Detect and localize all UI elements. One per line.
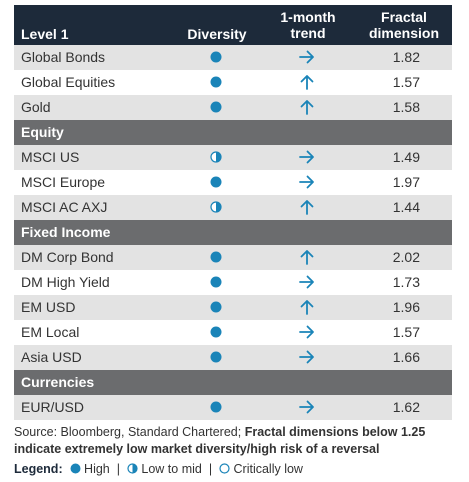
asset-label: DM High Yield xyxy=(21,274,110,290)
legend-title: Legend: xyxy=(14,462,63,476)
critically-low-diversity-icon xyxy=(219,463,230,474)
legend-separator: | xyxy=(208,462,213,476)
header-trend-line1: 1-month xyxy=(280,9,336,25)
legend-low-to-mid: Low to mid xyxy=(141,462,202,476)
fractal-value: 1.44 xyxy=(392,199,420,215)
table-row: MSCI US 1.49 xyxy=(14,145,452,170)
header-trend: 1-month trend xyxy=(272,9,344,41)
header-diversity: Diversity xyxy=(184,26,250,42)
source-plain: Source: Bloomberg, Standard Chartered; xyxy=(14,425,245,439)
high-diversity-icon xyxy=(210,276,222,288)
legend-critically-low: Critically low xyxy=(233,462,303,476)
source-bold: Fractal dimensions below 1.25 indicate e… xyxy=(14,425,426,456)
table-row: EM USD 1.96 xyxy=(14,295,452,320)
legend: Legend: High | Low to mid | Critically l… xyxy=(14,462,303,476)
fractal-value: 1.57 xyxy=(392,324,420,340)
high-diversity-icon xyxy=(210,251,222,263)
arrow-up-icon xyxy=(300,75,314,90)
low-to-mid-diversity-icon xyxy=(127,463,138,474)
arrow-up-icon xyxy=(300,200,314,215)
legend-high: High xyxy=(84,462,110,476)
asset-label: EM Local xyxy=(21,324,80,340)
header-fractal-line1: Fractal xyxy=(381,9,427,25)
asset-label: Global Bonds xyxy=(21,49,106,65)
table-row: EUR/USD 1.62 xyxy=(14,395,452,420)
fractal-value: 1.57 xyxy=(392,74,420,90)
asset-label: DM Corp Bond xyxy=(21,249,114,265)
section-label: Equity xyxy=(21,124,64,140)
section-label: Currencies xyxy=(21,374,95,390)
high-diversity-icon xyxy=(210,326,222,338)
arrow-right-icon xyxy=(299,350,314,364)
table-row: Global Bonds 1.82 xyxy=(14,45,452,70)
asset-label: MSCI Europe xyxy=(21,174,106,190)
high-diversity-icon xyxy=(210,76,222,88)
arrow-right-icon xyxy=(299,50,314,64)
table-header: Level 1 Diversity 1-month trend Fractal … xyxy=(14,5,452,45)
table-row: DM Corp Bond 2.02 xyxy=(14,245,452,270)
table-row: DM High Yield 1.73 xyxy=(14,270,452,295)
header-level1: Level 1 xyxy=(21,26,68,42)
fractal-value: 1.49 xyxy=(392,149,420,165)
asset-label: EUR/USD xyxy=(21,399,85,415)
section-label: Fixed Income xyxy=(21,224,111,240)
header-level1-label: Level 1 xyxy=(21,26,69,42)
arrow-right-icon xyxy=(299,150,314,164)
high-diversity-icon xyxy=(210,176,222,188)
fractal-value: 1.58 xyxy=(392,99,420,115)
asset-label: EM USD xyxy=(21,299,76,315)
section-row: Currencies xyxy=(14,370,452,395)
header-fractal-line2: dimension xyxy=(368,25,439,41)
low-to-mid-diversity-icon xyxy=(210,151,222,163)
fractal-value: 1.66 xyxy=(392,349,420,365)
arrow-right-icon xyxy=(299,175,314,189)
fractal-value: 1.96 xyxy=(392,299,420,315)
table-row: Asia USD 1.66 xyxy=(14,345,452,370)
asset-label: MSCI AC AXJ xyxy=(21,199,108,215)
table-row: MSCI Europe 1.97 xyxy=(14,170,452,195)
header-diversity-label: Diversity xyxy=(187,26,247,42)
header-fractal: Fractal dimension xyxy=(364,9,444,41)
high-diversity-icon xyxy=(70,463,81,474)
fractal-value: 1.82 xyxy=(392,49,420,65)
arrow-up-icon xyxy=(300,100,314,115)
header-trend-line2: trend xyxy=(290,25,326,41)
low-to-mid-diversity-icon xyxy=(210,201,222,213)
arrow-right-icon xyxy=(299,325,314,339)
fractal-value: 1.73 xyxy=(392,274,420,290)
table-row: EM Local 1.57 xyxy=(14,320,452,345)
section-row: Equity xyxy=(14,120,452,145)
fractal-value: 1.62 xyxy=(392,399,420,415)
table-row: Gold 1.58 xyxy=(14,95,452,120)
high-diversity-icon xyxy=(210,301,222,313)
fractal-value: 2.02 xyxy=(392,249,420,265)
arrow-right-icon xyxy=(299,275,314,289)
table-row: Global Equities 1.57 xyxy=(14,70,452,95)
table-row: MSCI AC AXJ 1.44 xyxy=(14,195,452,220)
section-row: Fixed Income xyxy=(14,220,452,245)
asset-label: Global Equities xyxy=(21,74,116,90)
high-diversity-icon xyxy=(210,101,222,113)
high-diversity-icon xyxy=(210,401,222,413)
high-diversity-icon xyxy=(210,51,222,63)
asset-label: Asia USD xyxy=(21,349,82,365)
arrow-up-icon xyxy=(300,300,314,315)
source-note: Source: Bloomberg, Standard Chartered; F… xyxy=(14,424,464,458)
legend-separator: | xyxy=(116,462,120,476)
asset-label: MSCI US xyxy=(21,149,80,165)
fractal-value: 1.97 xyxy=(392,174,420,190)
arrow-right-icon xyxy=(299,400,314,414)
asset-label: Gold xyxy=(21,99,51,115)
arrow-up-icon xyxy=(300,250,314,265)
high-diversity-icon xyxy=(210,351,222,363)
